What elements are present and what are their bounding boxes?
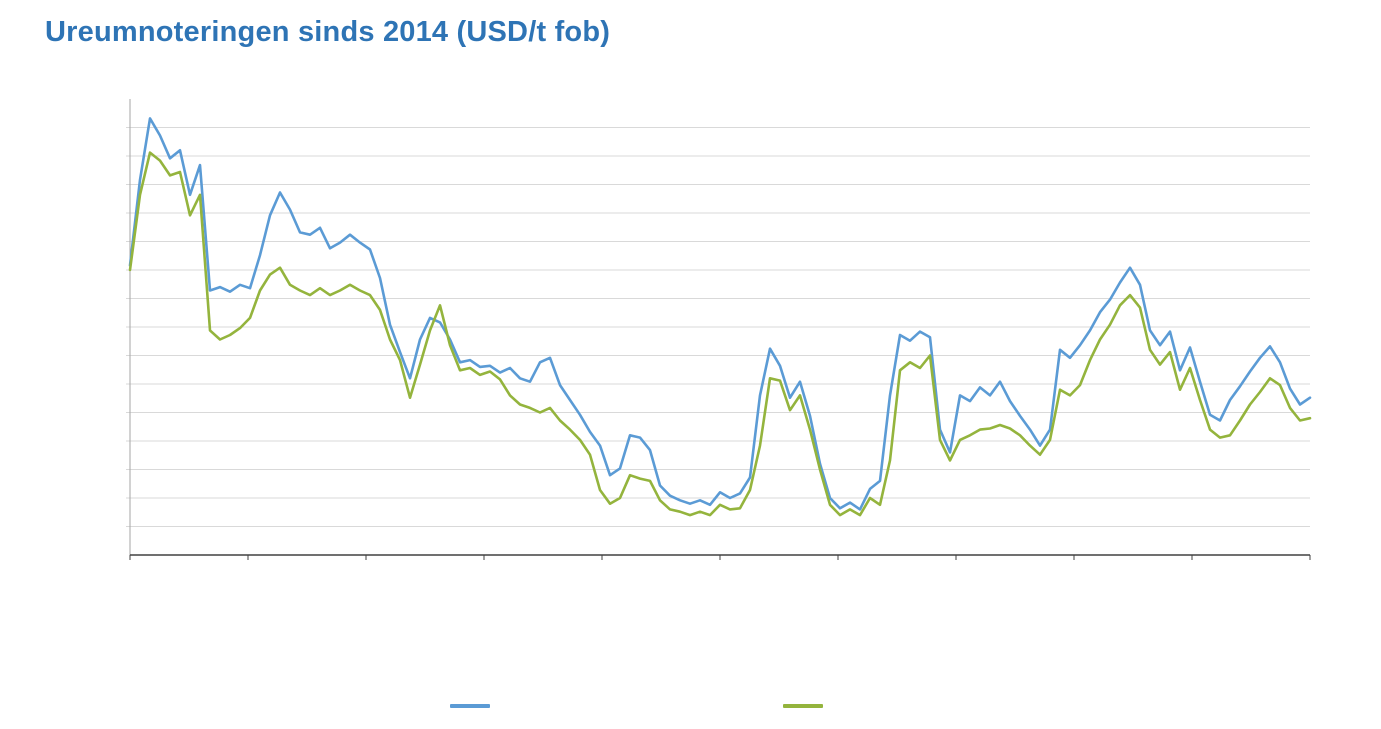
legend-item-blue xyxy=(450,698,720,714)
chart-title: Ureumnoteringen sinds 2014 (USD/t fob) xyxy=(45,16,611,48)
series-green-line xyxy=(128,151,1312,517)
legend-line-swatch-blue-icon xyxy=(450,704,490,708)
legend-item-green xyxy=(783,698,1053,714)
legend-line-swatch-green-icon xyxy=(783,704,823,708)
series-blue-line xyxy=(128,117,1312,511)
